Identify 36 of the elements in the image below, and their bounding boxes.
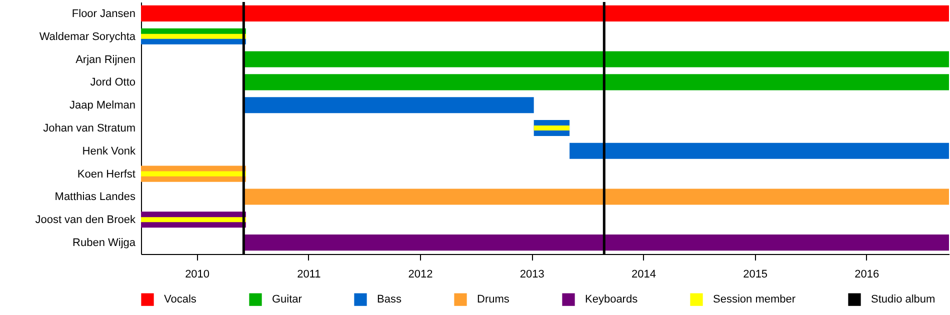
y-tick-label: Jaap Melman <box>69 100 136 112</box>
bar <box>141 171 246 176</box>
x-tick-label: 2013 <box>520 268 544 280</box>
legend-label: Vocals <box>164 294 197 306</box>
x-tick-label: 2010 <box>185 268 210 280</box>
y-tick-label: Ruben Wijga <box>72 237 136 250</box>
y-tick-label: Koen Herfst <box>77 168 136 180</box>
bar <box>244 74 949 90</box>
y-tick-label: Johan van Stratum <box>43 122 136 134</box>
y-tick-label: Joost van den Broek <box>35 214 136 226</box>
y-tick-label: Waldemar Sorychta <box>39 30 136 43</box>
bar <box>141 217 246 222</box>
bar <box>244 234 949 251</box>
y-tick-label: Floor Jansen <box>72 8 136 20</box>
x-tick-label: 2012 <box>408 268 433 280</box>
bar <box>244 97 534 114</box>
bar <box>534 125 570 131</box>
legend-label: Session member <box>713 294 796 306</box>
x-tick-label: 2014 <box>631 268 656 280</box>
y-tick-label: Arjan Rijnen <box>76 54 136 66</box>
y-tick-label: Jord Otto <box>90 76 136 89</box>
legend-label: Guitar <box>272 294 302 306</box>
bar <box>244 51 949 68</box>
bar <box>141 5 949 22</box>
x-tick-label: 2016 <box>854 268 880 280</box>
legend-label: Drums <box>477 294 510 306</box>
x-tick-label: 2015 <box>743 268 768 280</box>
legend-label: Bass <box>377 294 402 306</box>
legend-label: Keyboards <box>585 294 638 306</box>
bar <box>570 142 949 159</box>
legend-label: Studio album <box>871 294 936 306</box>
x-tick-label: 2011 <box>297 268 321 280</box>
bar <box>141 34 246 39</box>
y-tick-label: Henk Vonk <box>82 145 136 158</box>
y-tick-label: Matthias Landes <box>54 191 136 204</box>
bar <box>244 188 949 205</box>
